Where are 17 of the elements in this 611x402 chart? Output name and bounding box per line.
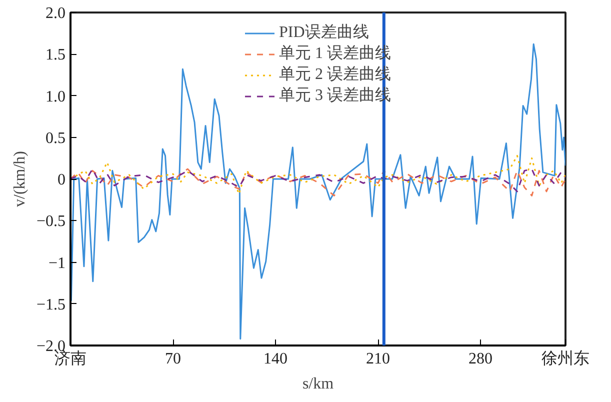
- x-tick-label: 徐州东: [542, 350, 590, 368]
- y-tick-label: −0.5: [36, 213, 66, 230]
- line-series: [70, 43, 566, 340]
- y-tick-label: 1.0: [46, 88, 66, 106]
- x-tick-label: 140: [264, 350, 288, 368]
- y-axis-title: v/(km/h): [11, 150, 28, 207]
- x-axis-title: s/km: [302, 376, 334, 392]
- y-tick-label: 0: [58, 172, 66, 188]
- x-tick-label: 280: [468, 350, 493, 368]
- y-tick-label: 2.0: [46, 5, 66, 22]
- y-tick-label: −1: [48, 254, 66, 272]
- legend-label: PID误差曲线: [279, 22, 369, 43]
- x-tick-label: 70: [165, 350, 182, 368]
- y-tick-label: 0.5: [46, 130, 66, 147]
- y-tick-label: −1.5: [36, 296, 66, 314]
- x-tick-label: 210: [366, 350, 390, 368]
- y-tick-label: 1.5: [46, 46, 66, 64]
